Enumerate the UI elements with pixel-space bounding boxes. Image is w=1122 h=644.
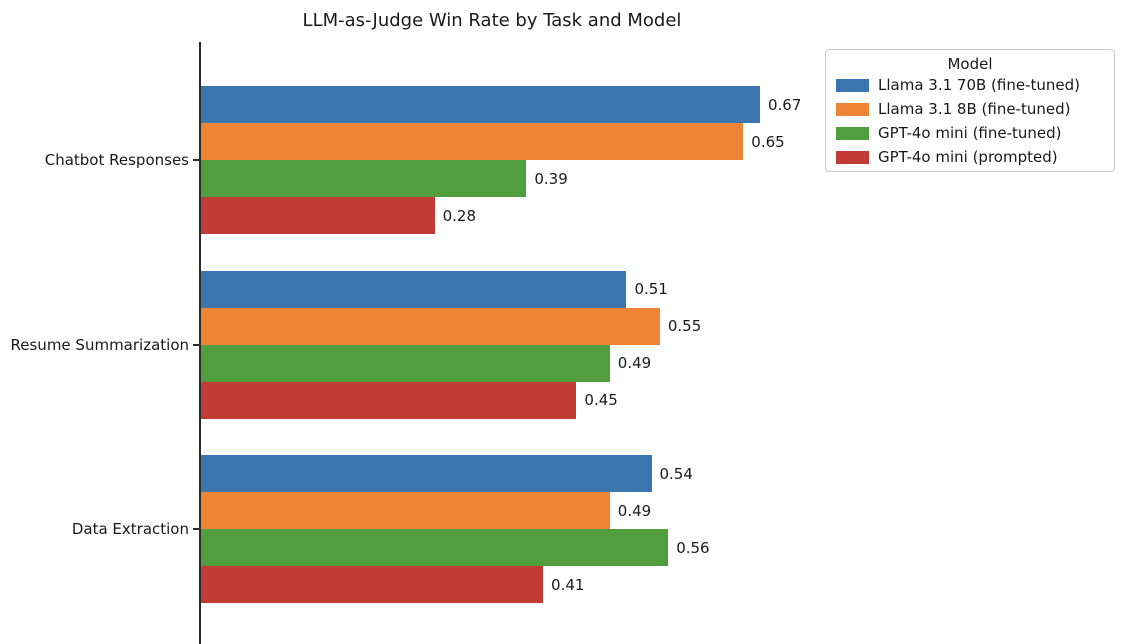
legend-item: Llama 3.1 8B (fine-tuned)	[826, 97, 1114, 121]
category-label: Chatbot Responses	[44, 151, 189, 169]
bar	[201, 307, 660, 345]
bar	[201, 381, 577, 419]
value-label: 0.28	[442, 206, 476, 225]
legend-item: GPT-4o mini (fine-tuned)	[826, 121, 1114, 145]
value-label: 0.67	[767, 95, 802, 114]
bar	[201, 455, 652, 492]
legend-title: Model	[947, 55, 993, 73]
y-axis-tick	[193, 159, 199, 161]
value-label: 0.54	[659, 464, 693, 483]
bar	[201, 566, 544, 603]
y-axis-tick	[193, 528, 199, 530]
y-axis-tick	[193, 343, 199, 346]
legend-item-label: GPT-4o mini (fine-tuned)	[878, 124, 1062, 142]
legend-item: GPT-4o mini (prompted)	[826, 145, 1114, 169]
legend-item-label: GPT-4o mini (prompted)	[878, 148, 1058, 166]
legend-swatch	[836, 102, 869, 116]
legend-item-label: Llama 3.1 70B (fine-tuned)	[878, 76, 1081, 94]
value-label: 0.56	[676, 538, 710, 557]
legend-items: Llama 3.1 70B (fine-tuned) Llama 3.1 8B (…	[826, 73, 1114, 169]
value-label: 0.51	[634, 280, 668, 298]
category-label: Data Extraction	[71, 520, 189, 538]
bar	[201, 197, 435, 234]
bar	[201, 344, 610, 382]
value-label: 0.45	[584, 391, 618, 409]
legend-swatch	[836, 126, 869, 140]
legend: Model Llama 3.1 70B (fine-tuned) Llama 3.…	[825, 49, 1115, 172]
value-label: 0.49	[617, 354, 652, 372]
value-label: 0.49	[617, 501, 652, 520]
value-label: 0.55	[667, 317, 702, 335]
chart-title: LLM-as-Judge Win Rate by Task and Model	[302, 10, 682, 31]
value-label: 0.65	[751, 132, 785, 151]
legend-swatch	[836, 150, 869, 164]
bar	[201, 86, 760, 123]
legend-item-label: Llama 3.1 8B (fine-tuned)	[878, 100, 1071, 118]
legend-swatch	[836, 78, 869, 92]
bar	[201, 123, 744, 160]
bar	[201, 160, 527, 197]
value-label: 0.39	[534, 169, 568, 188]
y-axis-line	[199, 42, 201, 644]
bar	[201, 270, 627, 308]
category-label: Resume Summarization	[10, 335, 189, 354]
value-label: 0.41	[551, 575, 585, 594]
legend-item: Llama 3.1 70B (fine-tuned)	[826, 73, 1114, 97]
bar	[201, 492, 610, 529]
bar	[201, 529, 669, 566]
